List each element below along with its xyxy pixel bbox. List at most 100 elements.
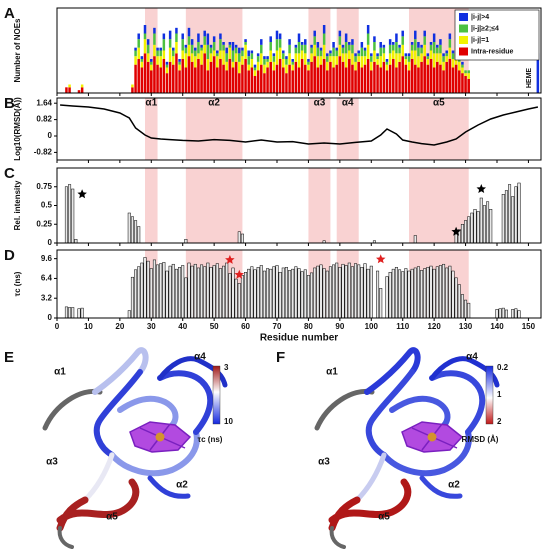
- colorbar: [485, 365, 494, 425]
- noe-bar: [395, 53, 398, 68]
- noe-bar: [228, 59, 232, 93]
- ribbon: [389, 395, 451, 433]
- bar: [369, 265, 373, 319]
- bar: [134, 269, 138, 319]
- bar: [171, 263, 175, 319]
- plot-frame: [56, 249, 542, 319]
- noe-bar: [404, 56, 408, 59]
- noe-bar: [388, 64, 392, 93]
- noe-bar: [260, 39, 263, 45]
- noe-bar: [175, 53, 178, 93]
- bar: [137, 226, 141, 244]
- noe-bar: [392, 50, 395, 59]
- noe-bar: [373, 36, 376, 42]
- star-marker: [225, 254, 235, 264]
- noe-bar: [429, 59, 433, 93]
- noe-bar: [194, 47, 197, 51]
- bar: [467, 216, 471, 244]
- noe-bar: [426, 59, 430, 65]
- noe-bar: [282, 53, 285, 59]
- noe-bar: [351, 39, 354, 45]
- noe-bar: [194, 67, 197, 93]
- bar: [486, 201, 490, 244]
- bar: [416, 266, 420, 319]
- noe-bar: [398, 53, 401, 62]
- noe-bar: [253, 64, 257, 68]
- noe-bar: [382, 47, 386, 54]
- noe-bar: [266, 61, 269, 68]
- bar: [77, 308, 81, 319]
- noe-bar: [341, 44, 345, 48]
- noe-bar: [445, 56, 448, 62]
- noe-bar: [266, 67, 269, 93]
- noe-bar: [410, 42, 414, 45]
- bar: [184, 239, 188, 244]
- noe-bar: [451, 50, 455, 54]
- bar: [332, 264, 336, 319]
- noe-bar: [307, 61, 310, 65]
- noe-bar: [351, 44, 354, 54]
- noe-bar: [263, 56, 266, 59]
- noe-bar: [414, 39, 417, 51]
- ribbon: [381, 429, 472, 477]
- noe-bar: [326, 61, 329, 71]
- noe-bar: [401, 30, 404, 37]
- bar: [231, 267, 235, 319]
- noe-bar: [410, 59, 414, 93]
- noe-bar: [297, 42, 301, 54]
- noe-bar: [181, 33, 184, 40]
- noe-bar: [310, 44, 313, 48]
- noe-bar: [335, 64, 338, 93]
- bar: [190, 265, 194, 319]
- helix-label: α2: [208, 98, 220, 109]
- bar: [413, 267, 417, 319]
- bar: [247, 268, 251, 319]
- noe-bar: [464, 73, 467, 76]
- noe-bar: [392, 59, 395, 93]
- noe-bar: [209, 44, 213, 48]
- noe-bar: [153, 56, 156, 93]
- x-tick-label: 110: [396, 322, 409, 331]
- noe-bar: [354, 53, 357, 57]
- bar: [479, 197, 483, 244]
- noe-bar: [269, 36, 272, 42]
- noe-bar: [272, 61, 276, 71]
- noe-bar: [231, 67, 235, 93]
- noe-bar: [247, 56, 250, 65]
- star-marker: [77, 189, 87, 199]
- y-tick-label: 0: [48, 313, 53, 322]
- bar: [212, 265, 216, 319]
- noe-bar: [165, 61, 169, 65]
- noe-bar: [247, 70, 250, 93]
- bar: [181, 265, 185, 319]
- noe-bar: [454, 64, 458, 93]
- noe-bar: [266, 59, 269, 62]
- noe-bar: [366, 33, 370, 45]
- noe-bar: [294, 47, 298, 54]
- noe-bar: [442, 56, 445, 62]
- noe-bar: [137, 39, 140, 48]
- noe-bar: [291, 59, 294, 62]
- noe-bar: [300, 59, 304, 93]
- noe-bar: [316, 42, 320, 48]
- noe-bar: [379, 56, 382, 68]
- noe-bar: [307, 64, 310, 71]
- noe-bar: [348, 42, 351, 45]
- bar: [464, 220, 468, 244]
- bar: [508, 184, 512, 244]
- bar: [203, 266, 207, 319]
- colorbar-tick-label: 3: [224, 363, 229, 372]
- noe-bar: [238, 73, 241, 93]
- bar: [319, 264, 323, 319]
- bar: [306, 275, 310, 319]
- bar: [200, 264, 204, 319]
- noe-bar: [461, 61, 464, 65]
- bar: [517, 182, 521, 244]
- bar: [454, 277, 458, 319]
- noe-bar: [398, 47, 401, 54]
- noe-bar: [184, 44, 188, 48]
- noe-bar: [326, 56, 329, 62]
- noe-bar: [445, 61, 448, 93]
- bar: [71, 188, 75, 244]
- y-tick-label: 0.75: [36, 182, 52, 191]
